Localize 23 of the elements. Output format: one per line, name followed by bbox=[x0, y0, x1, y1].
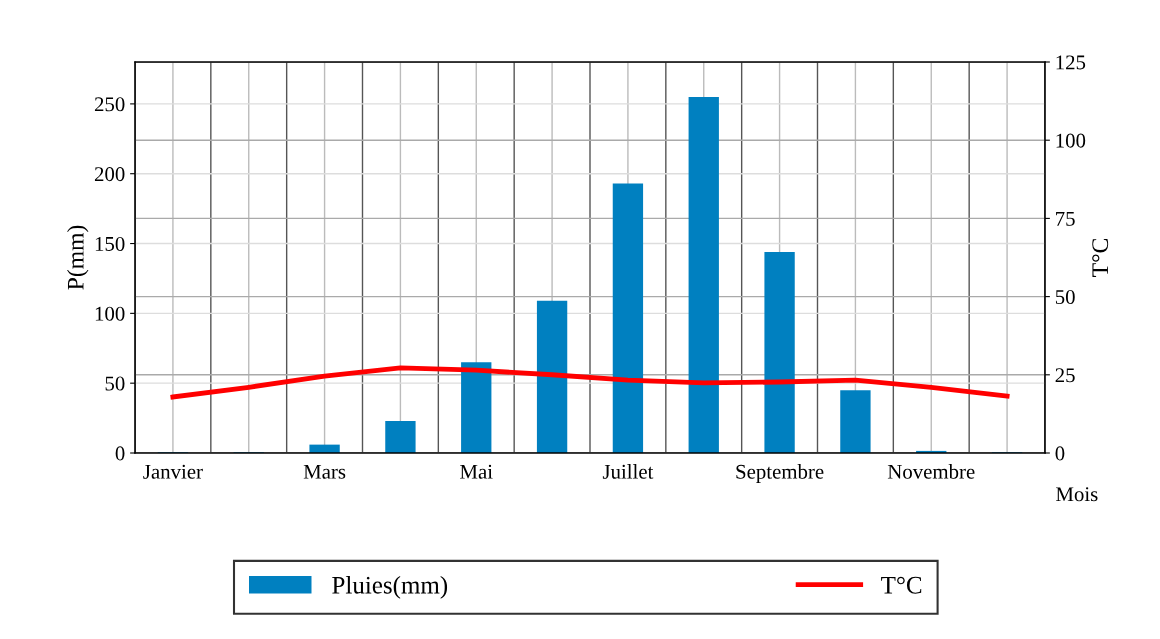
y2-tick-label: 25 bbox=[1055, 368, 1075, 383]
y2-axis-title: T°C bbox=[1092, 238, 1109, 277]
legend-label: Pluies(mm) bbox=[332, 576, 448, 599]
x-axis-title: Mois bbox=[1056, 487, 1098, 502]
y2-tick-label: 0 bbox=[1055, 446, 1065, 461]
x-tick-label: Janvier bbox=[143, 464, 203, 479]
y2-tick-label: 100 bbox=[1056, 133, 1086, 148]
x-tick-label: Novembre bbox=[887, 464, 975, 479]
x-tick-label: Mars bbox=[303, 464, 346, 479]
y2-tick-label: 75 bbox=[1056, 211, 1075, 226]
y-tick-label: 0 bbox=[115, 446, 125, 461]
y-axis-title: P(mm) bbox=[67, 225, 89, 290]
y2-tick-label: 50 bbox=[1055, 289, 1075, 305]
y-tick-label: 250 bbox=[94, 97, 125, 112]
x-tick-label: Juillet bbox=[602, 464, 654, 479]
y2-tick-label: 125 bbox=[1056, 55, 1086, 70]
y-tick-label: 200 bbox=[94, 167, 125, 182]
y-tick-label: 100 bbox=[95, 306, 125, 321]
y-tick-label: 150 bbox=[95, 236, 125, 251]
legend-label: T°C bbox=[881, 576, 922, 594]
x-tick-label: Septembre bbox=[736, 464, 824, 483]
y-tick-label: 50 bbox=[105, 376, 125, 391]
x-tick-label: Mai bbox=[460, 464, 493, 479]
